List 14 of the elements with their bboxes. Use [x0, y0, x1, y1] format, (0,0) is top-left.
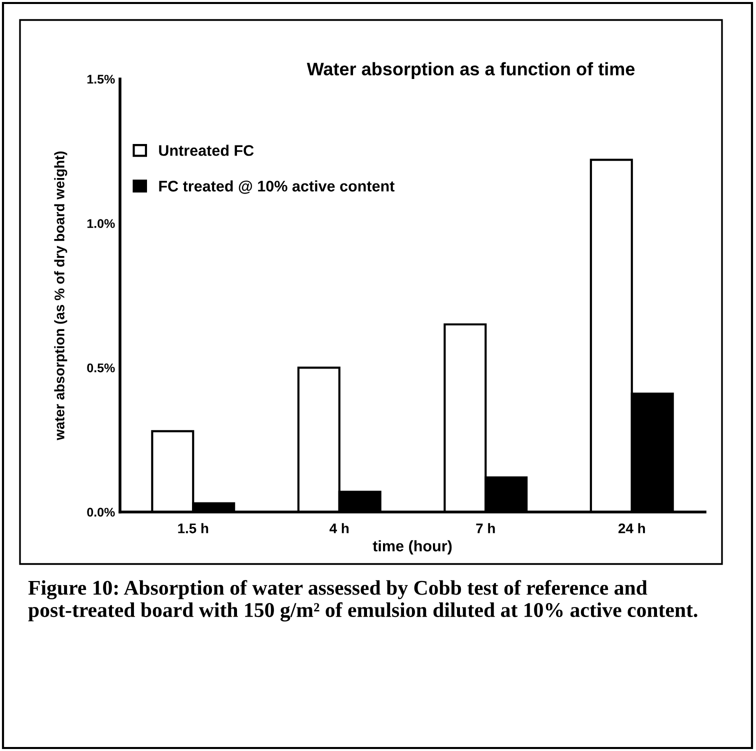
y-tick-label: 0.5%: [87, 363, 115, 372]
x-tick-label: 24 h: [618, 523, 645, 534]
y-axis-title: water absorption (as % of dry board weight): [54, 151, 68, 440]
y-tick-label: 0.0%: [87, 508, 115, 517]
legend-label: FC treated @ 10% active content: [159, 180, 394, 194]
y-tick-label: 1.0%: [87, 219, 115, 228]
chart-title: Water absorption as a function of time: [306, 62, 635, 79]
y-tick-label: 1.5%: [87, 74, 115, 84]
legend-label: Untreated FC: [159, 144, 254, 156]
caption: Figure 10: Absorption of water assessed by Cobb test of reference and post-treated board with 150 g/m² of emulsion diluted at 10% active content.: [28, 580, 698, 622]
x-tick-label: 7 h: [476, 523, 495, 534]
x-axis-title: time (hour): [372, 540, 452, 554]
x-tick-label: 4 h: [330, 523, 349, 534]
x-tick-label: 1.5 h: [178, 523, 208, 534]
